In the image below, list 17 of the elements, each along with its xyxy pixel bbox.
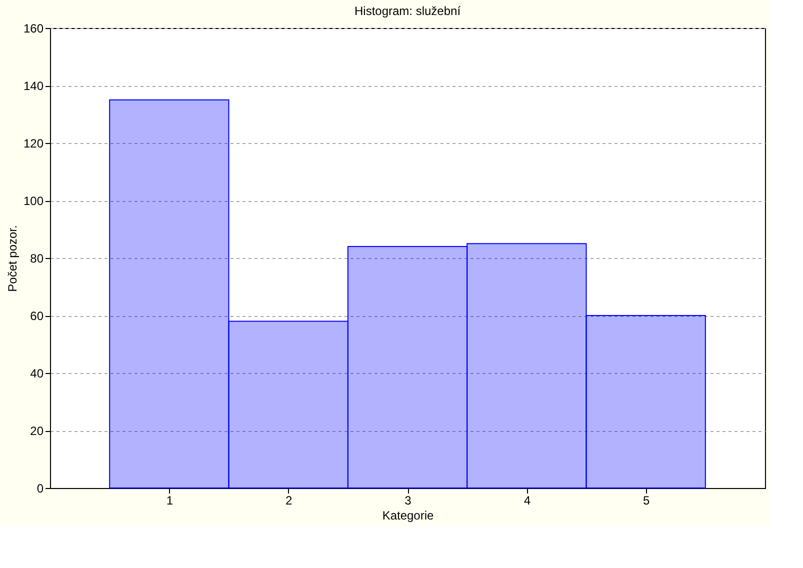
- y-tick-label: 100: [23, 194, 44, 208]
- y-tick-label: 0: [36, 482, 44, 496]
- chart-title: Histogram: služební: [354, 4, 462, 18]
- x-tick-label: 5: [642, 494, 650, 508]
- x-tick-label: 2: [285, 494, 292, 508]
- x-tick-label: 3: [404, 494, 412, 508]
- y-tick-label: 60: [30, 309, 44, 323]
- y-tick-label: 160: [23, 22, 44, 36]
- y-tick-label: 120: [23, 136, 44, 150]
- x-tick-label: 4: [524, 494, 531, 508]
- x-tick-label: 1: [166, 494, 174, 508]
- y-tick-label: 80: [30, 252, 44, 266]
- y-tick-label: 140: [23, 79, 44, 93]
- y-tick-label: 40: [30, 366, 44, 380]
- x-axis-title: Kategorie: [382, 508, 434, 522]
- y-axis-title: Počet pozor.: [5, 225, 20, 292]
- y-tick-label: 20: [30, 424, 44, 438]
